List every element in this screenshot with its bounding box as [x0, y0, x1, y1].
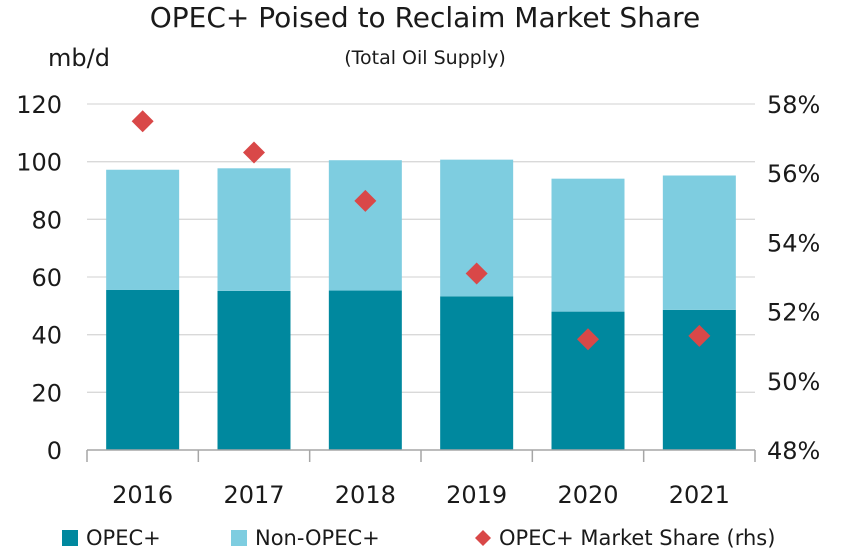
market-share-point-2016 [131, 110, 154, 133]
y2-tick-label: 56% [767, 160, 820, 188]
y2-tick-label: 58% [767, 91, 820, 119]
x-tick-label: 2018 [335, 481, 396, 509]
x-tick-label: 2019 [446, 481, 507, 509]
chart-subtitle: (Total Oil Supply) [344, 47, 506, 69]
y-tick-label: 60 [31, 264, 62, 292]
y-tick-label: 80 [31, 206, 62, 234]
right-axis-ticks: 48% 50% 52% 54% 56% 58% [767, 91, 820, 465]
y-axis-unit-label: mb/d [48, 44, 110, 72]
legend-swatch-opec-market-share-rhs [475, 530, 491, 546]
market-share-point-2020 [577, 328, 599, 351]
legend-label-opec: OPEC+ [86, 526, 161, 550]
y-tick-label: 0 [47, 437, 62, 465]
market-share-point-2019 [465, 262, 488, 285]
left-axis-ticks: 0 20 40 60 80 100 120 [16, 91, 62, 465]
chart-title: OPEC+ Poised to Reclaim Market Share [150, 1, 700, 34]
bar-series [106, 159, 736, 450]
bar-opec--2018 [328, 290, 402, 450]
legend-label-opec-market-share-rhs: OPEC+ Market Share (rhs) [499, 526, 775, 550]
bar-opec--2016 [106, 289, 180, 450]
bar-opec--2017 [217, 290, 291, 450]
y-tick-label: 100 [16, 149, 62, 177]
bar-non-opec--2021 [662, 175, 736, 310]
x-tick-label: 2016 [112, 481, 173, 509]
bar-non-opec--2018 [328, 160, 402, 291]
y-tick-label: 40 [31, 322, 62, 350]
market-share-point-2017 [243, 141, 265, 164]
x-axis [86, 449, 756, 462]
y-tick-label: 20 [31, 379, 62, 407]
bar-non-opec--2020 [551, 178, 625, 312]
y2-tick-label: 52% [767, 299, 820, 327]
market-share-point-2018 [354, 189, 377, 212]
bar-non-opec--2017 [217, 168, 291, 291]
legend-label-non-opec: Non-OPEC+ [255, 526, 380, 550]
legend-swatch-opec [62, 530, 78, 546]
bar-non-opec--2016 [106, 169, 180, 290]
market-share-point-2021 [688, 324, 711, 347]
y2-tick-label: 48% [767, 437, 820, 465]
legend-swatch-non-opec [231, 530, 247, 546]
x-tick-label: 2017 [223, 481, 284, 509]
y2-tick-label: 54% [767, 229, 820, 257]
gridlines [87, 103, 755, 393]
x-tick-label: 2020 [557, 481, 618, 509]
x-tick-label: 2021 [669, 481, 730, 509]
market-share-markers [131, 110, 711, 351]
y-tick-label: 120 [16, 91, 62, 119]
bar-opec--2019 [440, 296, 514, 450]
category-labels: 2016 2017 2018 2019 2020 2021 [112, 481, 730, 509]
y2-tick-label: 50% [767, 368, 820, 396]
legend: OPEC+ Non-OPEC+ OPEC+ Market Share (rhs) [62, 526, 775, 550]
